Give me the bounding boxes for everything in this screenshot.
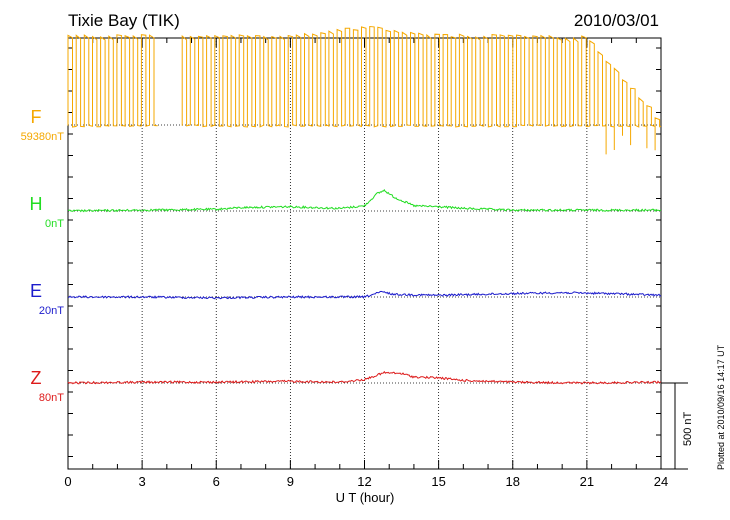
x-tick-label: 24: [654, 474, 668, 489]
date-label: 2010/03/01: [573, 11, 659, 30]
x-tick-label: 18: [506, 474, 520, 489]
series-line-e: [67, 290, 662, 300]
x-tick-label: 21: [580, 474, 594, 489]
scale-bar-label: 500 nT: [682, 411, 694, 446]
x-tick-label: 0: [64, 474, 71, 489]
x-axis-label: U T (hour): [335, 490, 395, 505]
x-tick-label: 12: [357, 474, 371, 489]
channel-baseline-z: 80nT: [38, 392, 64, 404]
x-tick-label: 3: [139, 474, 146, 489]
station-title: Tixie Bay (TIK): [68, 11, 180, 30]
plotted-timestamp: Plotted at 2010/09/16 14:17 UT: [716, 344, 726, 470]
x-tick-label: 6: [213, 474, 220, 489]
channel-baseline-h: 0nT: [45, 218, 64, 230]
series-line-h: [67, 189, 662, 213]
x-tick-label: 9: [287, 474, 294, 489]
channel-baseline-f: 59380nT: [20, 131, 64, 143]
channel-name-h: H: [29, 194, 43, 214]
series-line-f: [67, 25, 662, 155]
x-tick-label: 15: [431, 474, 445, 489]
channel-name-e: E: [29, 281, 42, 301]
channel-name-f: F: [30, 107, 42, 127]
channel-name-z: Z: [30, 368, 42, 388]
series-line-z: [67, 370, 662, 385]
channel-baseline-e: 20nT: [38, 305, 64, 317]
